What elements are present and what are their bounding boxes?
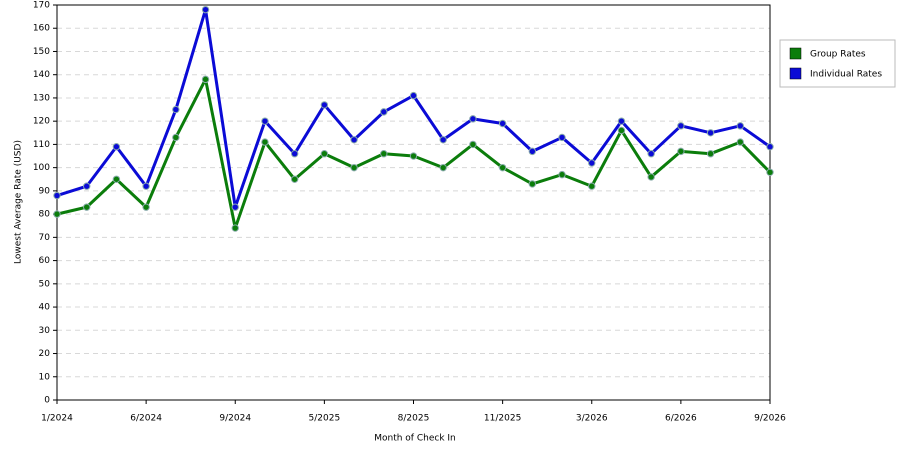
- data-point: [290, 150, 299, 158]
- data-point: [677, 122, 685, 130]
- data-point: [736, 122, 744, 130]
- data-point: [142, 182, 150, 190]
- data-point: [231, 203, 239, 211]
- y-tick-label: 50: [39, 279, 51, 289]
- legend-swatch: [789, 67, 802, 80]
- y-tick-label: 100: [33, 163, 50, 173]
- y-tick-label: 20: [39, 349, 51, 359]
- y-tick-label: 170: [33, 1, 50, 11]
- y-tick-label: 80: [39, 210, 51, 220]
- data-point: [677, 147, 685, 156]
- legend-label: Group Rates: [810, 50, 866, 60]
- y-tick-label: 150: [33, 47, 50, 57]
- data-point: [350, 136, 358, 144]
- legend-label: Individual Rates: [810, 70, 882, 80]
- y-tick-label: 0: [44, 396, 50, 406]
- legend-box: [779, 39, 896, 88]
- data-point: [647, 173, 655, 181]
- y-tick-label: 110: [33, 140, 50, 150]
- data-point: [380, 108, 388, 116]
- data-point: [498, 163, 507, 172]
- data-point: [558, 170, 566, 179]
- data-point: [558, 133, 566, 142]
- y-tick-label: 10: [39, 372, 51, 382]
- data-point: [350, 163, 358, 172]
- data-point: [409, 91, 418, 100]
- data-point: [588, 159, 596, 167]
- data-point: [409, 152, 418, 160]
- data-point: [617, 117, 626, 125]
- series-line: [56, 8, 771, 209]
- data-point: [498, 119, 507, 128]
- y-tick-label: 140: [33, 70, 50, 80]
- data-point: [201, 5, 210, 14]
- y-axis-label: Lowest Average Rate (USD): [14, 140, 24, 264]
- y-tick-label: 30: [39, 326, 51, 336]
- x-tick-label: 5/2025: [309, 414, 341, 424]
- data-point: [172, 105, 180, 114]
- legend-swatch: [789, 47, 802, 60]
- data-point: [231, 224, 239, 232]
- plot-frame: [56, 4, 771, 401]
- data-point: [320, 150, 329, 158]
- data-point: [469, 140, 477, 149]
- y-tick-label: 70: [39, 233, 51, 243]
- x-tick-label: 6/2024: [130, 414, 162, 424]
- data-point: [83, 203, 91, 211]
- data-point: [528, 180, 537, 188]
- data-point: [706, 150, 715, 158]
- y-tick-label: 90: [39, 186, 51, 196]
- x-tick-label: 9/2026: [754, 414, 786, 424]
- x-axis-label: Month of Check In: [374, 434, 456, 444]
- y-tick-label: 60: [39, 256, 51, 266]
- data-point: [706, 129, 715, 137]
- x-tick-label: 6/2026: [665, 414, 697, 424]
- x-tick-label: 9/2024: [219, 414, 251, 424]
- data-point: [261, 117, 269, 125]
- data-point: [766, 143, 774, 151]
- data-point: [53, 210, 61, 218]
- data-point: [290, 175, 299, 183]
- x-tick-label: 8/2025: [398, 414, 430, 424]
- data-point: [142, 203, 150, 211]
- data-point: [320, 101, 329, 109]
- data-point: [736, 138, 744, 146]
- y-tick-label: 40: [39, 303, 51, 313]
- data-point: [439, 136, 447, 144]
- data-point: [112, 175, 121, 183]
- data-point: [201, 75, 210, 84]
- data-point: [83, 182, 91, 190]
- data-point: [766, 168, 774, 176]
- data-point: [439, 163, 447, 172]
- y-tick-label: 130: [33, 93, 50, 103]
- x-tick-label: 3/2026: [576, 414, 608, 424]
- x-tick-label: 1/2024: [41, 414, 73, 424]
- data-point: [380, 150, 388, 158]
- data-point: [469, 115, 477, 123]
- x-tick-label: 11/2025: [484, 414, 521, 424]
- data-point: [647, 150, 655, 158]
- data-point: [172, 133, 180, 142]
- y-tick-label: 160: [33, 24, 50, 34]
- data-point: [528, 147, 537, 156]
- data-point: [261, 138, 269, 146]
- data-point: [53, 191, 61, 200]
- data-point: [617, 126, 626, 135]
- y-tick-label: 120: [33, 117, 50, 127]
- data-point: [588, 182, 596, 190]
- data-point: [112, 143, 121, 151]
